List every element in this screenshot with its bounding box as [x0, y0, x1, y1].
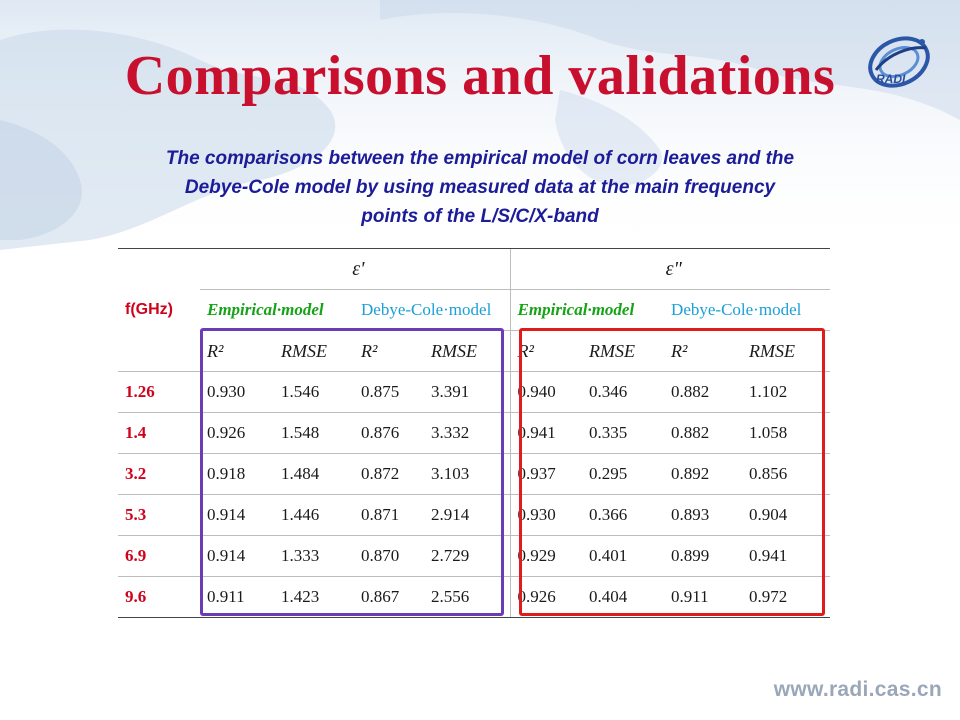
metric-rmse-header: RMSE: [742, 330, 831, 372]
table-row: 3.2 0.918 1.484 0.872 3.103 0.937 0.295 0.892 0.…: [118, 453, 831, 495]
model-debye-header: Debye-Cole·model: [664, 289, 831, 331]
value-cell: 0.940: [509, 371, 583, 413]
value-cell: 0.930: [509, 494, 583, 536]
value-cell: 0.899: [664, 535, 743, 577]
value-cell: 0.926: [200, 412, 274, 454]
value-cell: 0.295: [582, 453, 665, 495]
value-cell: 0.404: [582, 576, 665, 618]
frequency-cell: 6.9: [118, 535, 200, 577]
value-cell: 0.929: [509, 535, 583, 577]
epsilon-double-prime-header: ε": [509, 248, 831, 290]
value-cell: 3.103: [424, 453, 511, 495]
value-cell: 3.332: [424, 412, 511, 454]
value-cell: 0.972: [742, 576, 831, 618]
table-row: 5.3 0.914 1.446 0.871 2.914 0.930 0.366 0.893 0.…: [118, 494, 831, 536]
freq-header: f(GHz): [118, 248, 200, 372]
value-cell: 0.871: [354, 494, 424, 536]
metric-rmse-header: RMSE: [274, 330, 354, 372]
value-cell: 0.911: [200, 576, 274, 618]
value-cell: 0.875: [354, 371, 424, 413]
table-body: 1.26 0.930 1.546 0.875 3.391 0.940 0.346 0.882 1…: [118, 371, 831, 618]
value-cell: 0.914: [200, 494, 274, 536]
table-header-row-epsilon: f(GHz) ε' ε": [118, 248, 831, 372]
value-cell: 0.911: [664, 576, 743, 618]
value-cell: 0.335: [582, 412, 665, 454]
metric-r2-header: R²: [354, 330, 424, 372]
value-cell: 0.856: [742, 453, 831, 495]
value-cell: 0.401: [582, 535, 665, 577]
subtitle-line: Debye-Cole model by using measured data …: [184, 177, 776, 198]
value-cell: 0.926: [509, 576, 583, 618]
value-cell: 0.892: [664, 453, 743, 495]
metric-r2-header: R²: [200, 330, 274, 372]
epsilon-prime-header: ε': [200, 248, 511, 290]
value-cell: 3.391: [424, 371, 511, 413]
value-cell: 0.882: [664, 371, 743, 413]
value-cell: 2.914: [424, 494, 511, 536]
model-debye-header: Debye-Cole·model: [354, 289, 511, 331]
slide-subtitle: The comparisons between the empirical mo…: [60, 144, 900, 231]
table-header-row-models: Empirical·model Debye-Cole·model Empiric…: [118, 289, 831, 331]
logo-text: RADI: [876, 72, 906, 86]
metric-r2-header: R²: [509, 330, 583, 372]
value-cell: 1.333: [274, 535, 354, 577]
metric-rmse-header: RMSE: [582, 330, 665, 372]
radi-logo-icon: [868, 36, 930, 88]
value-cell: 0.930: [200, 371, 274, 413]
table-header-row-metrics: R² RMSE R² RMSE R² RMSE R² RMSE: [118, 330, 831, 372]
model-empirical-header: Empirical·model: [509, 289, 665, 331]
value-cell: 0.941: [509, 412, 583, 454]
model-empirical-header: Empirical·model: [200, 289, 354, 331]
value-cell: 0.941: [742, 535, 831, 577]
value-cell: 0.893: [664, 494, 743, 536]
value-cell: 2.556: [424, 576, 511, 618]
frequency-cell: 9.6: [118, 576, 200, 618]
value-cell: 1.058: [742, 412, 831, 454]
value-cell: 0.876: [354, 412, 424, 454]
value-cell: 1.546: [274, 371, 354, 413]
value-cell: 0.867: [354, 576, 424, 618]
table-row: 9.6 0.911 1.423 0.867 2.556 0.926 0.404 0.911 0.…: [118, 576, 831, 618]
value-cell: 0.346: [582, 371, 665, 413]
table-row: 1.4 0.926 1.548 0.876 3.332 0.941 0.335 0.882 1.…: [118, 412, 831, 454]
frequency-cell: 1.26: [118, 371, 200, 413]
value-cell: 2.729: [424, 535, 511, 577]
website-url: www.radi.cas.cn: [773, 678, 942, 701]
frequency-cell: 3.2: [118, 453, 200, 495]
value-cell: 1.484: [274, 453, 354, 495]
value-cell: 0.870: [354, 535, 424, 577]
value-cell: 0.882: [664, 412, 743, 454]
table-row: 1.26 0.930 1.546 0.875 3.391 0.940 0.346 0.882 1…: [118, 371, 831, 413]
value-cell: 1.102: [742, 371, 831, 413]
subtitle-line: points of the L/S/C/X-band: [361, 206, 599, 227]
frequency-cell: 1.4: [118, 412, 200, 454]
value-cell: 0.872: [354, 453, 424, 495]
frequency-cell: 5.3: [118, 494, 200, 536]
value-cell: 1.423: [274, 576, 354, 618]
value-cell: 0.366: [582, 494, 665, 536]
value-cell: 1.548: [274, 412, 354, 454]
value-cell: 0.904: [742, 494, 831, 536]
table-row: 6.9 0.914 1.333 0.870 2.729 0.929 0.401 0.899 0.…: [118, 535, 831, 577]
slide-title: Comparisons and validations: [124, 45, 836, 107]
value-cell: 0.937: [509, 453, 583, 495]
metric-rmse-header: RMSE: [424, 330, 511, 372]
metric-r2-header: R²: [664, 330, 743, 372]
subtitle-line: The comparisons between the empirical mo…: [165, 148, 795, 169]
value-cell: 1.446: [274, 494, 354, 536]
comparison-table: f(GHz) ε' ε" Empirical·model Debye-Cole·…: [118, 248, 831, 618]
value-cell: 0.918: [200, 453, 274, 495]
value-cell: 0.914: [200, 535, 274, 577]
